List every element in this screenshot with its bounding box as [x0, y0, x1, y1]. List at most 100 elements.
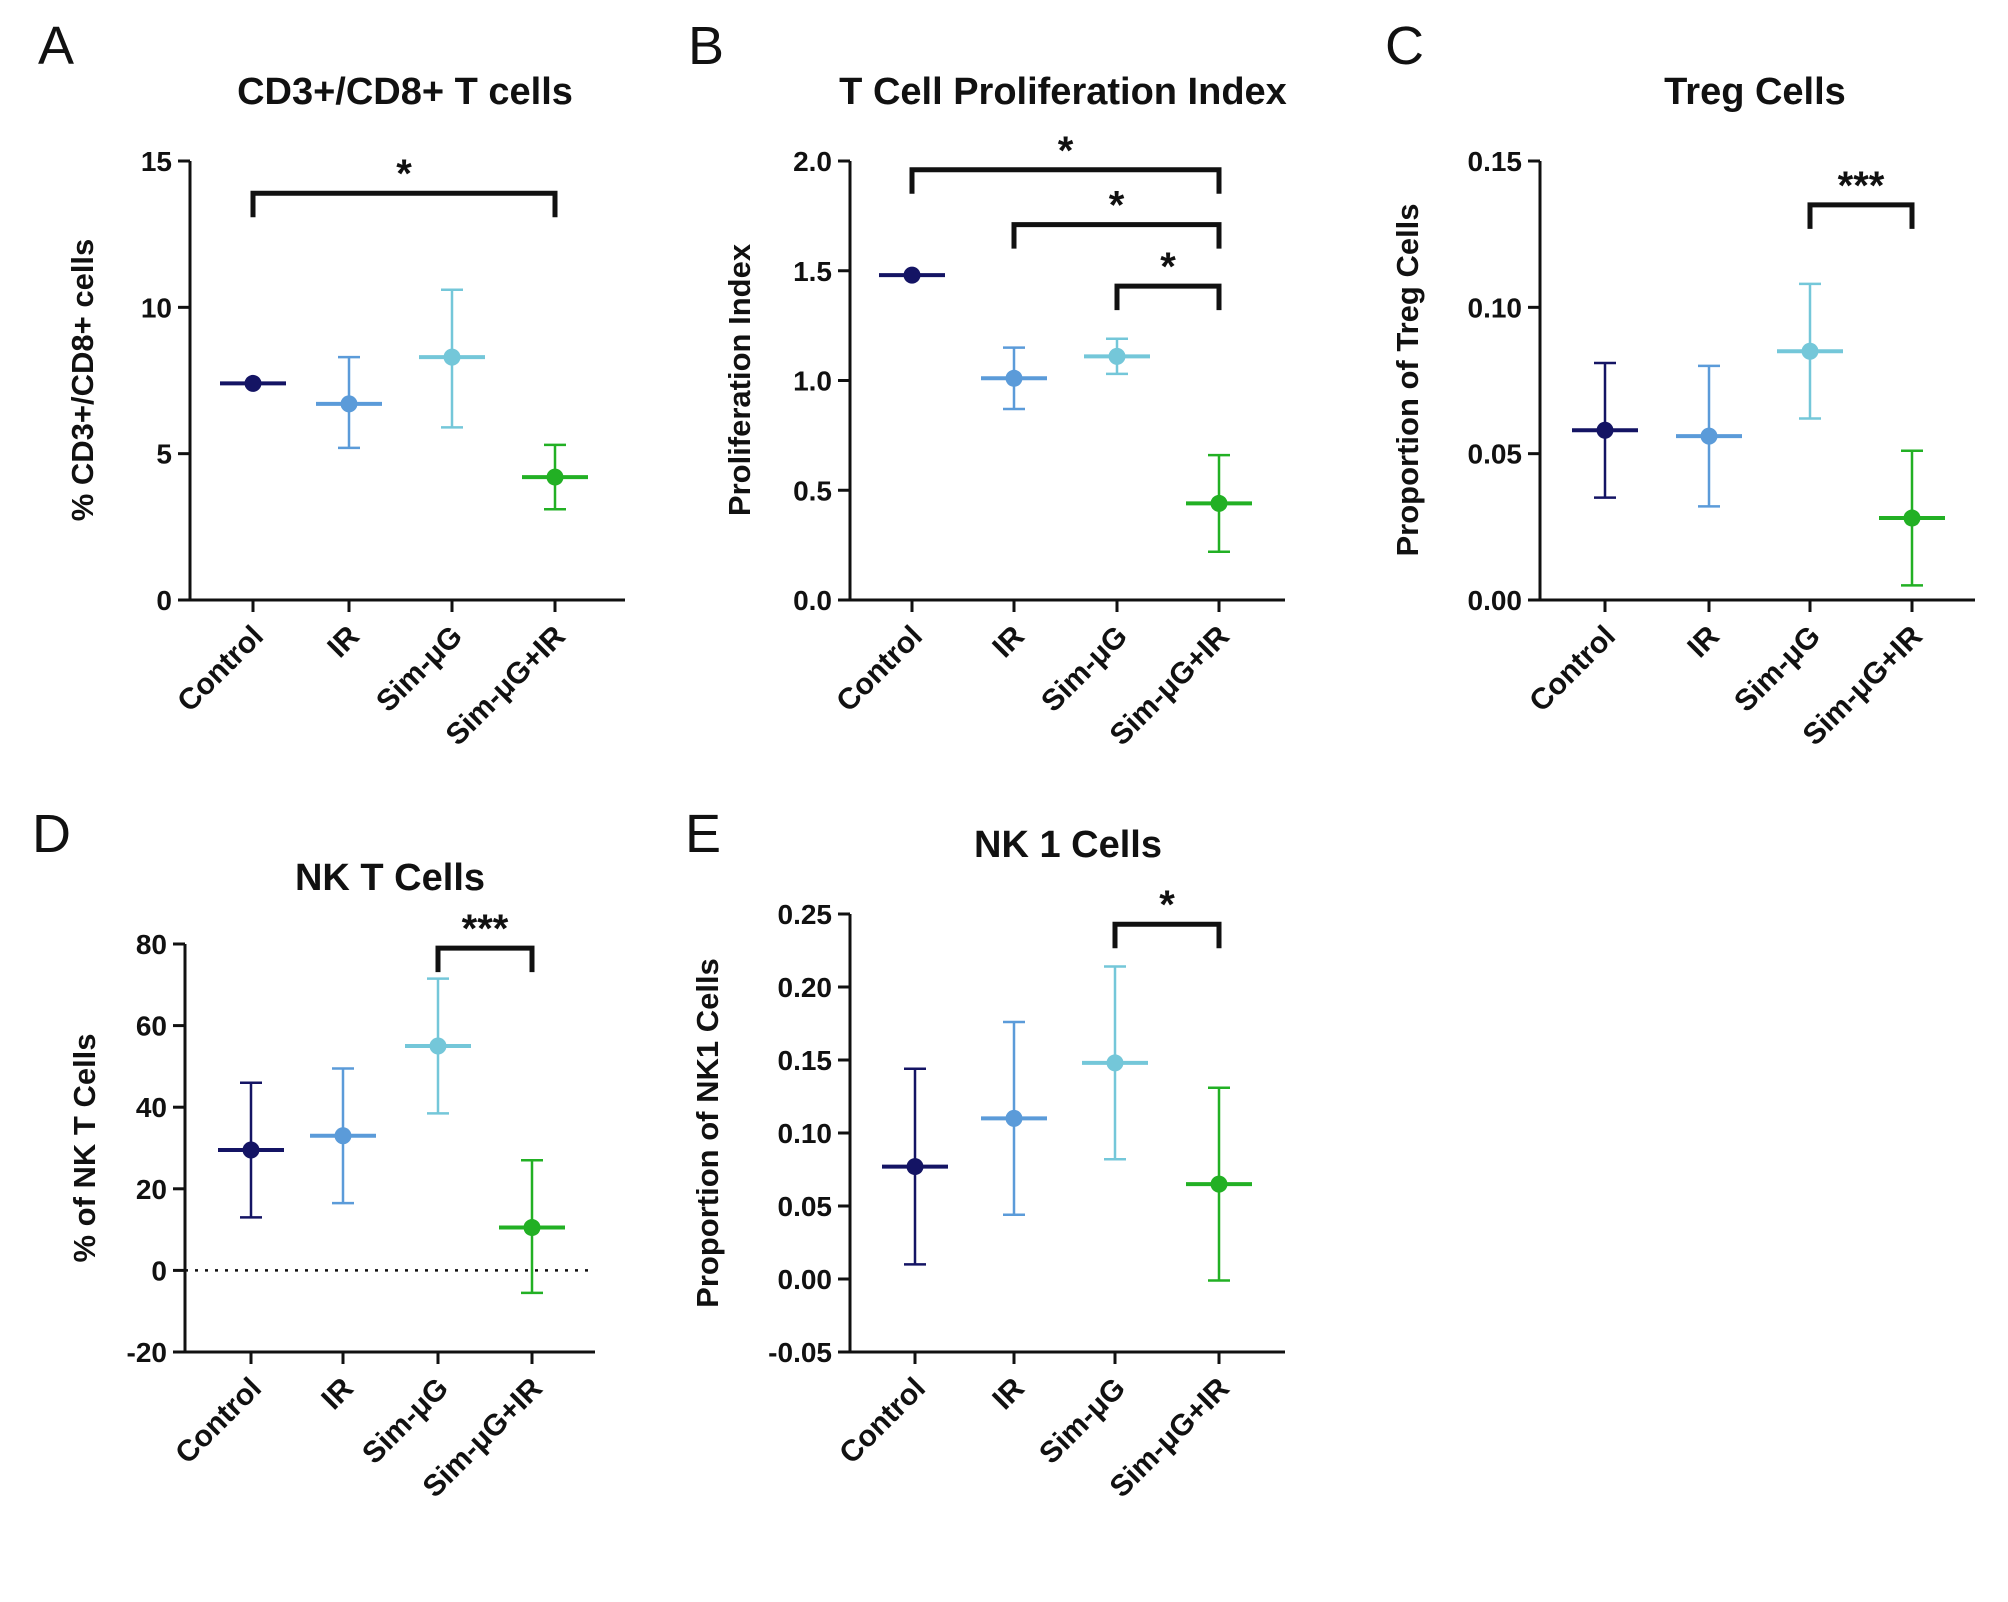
data-point-sim-g-ir [522, 443, 588, 511]
data-point-sim-g-ir [499, 1158, 565, 1295]
bracket-line [1112, 921, 1222, 949]
mean-marker [1801, 342, 1819, 360]
mean-marker [523, 1219, 541, 1237]
chart-title: Treg Cells [1664, 71, 1846, 113]
significance-bracket: * [1011, 184, 1222, 249]
y-tick-label: 80 [136, 929, 167, 960]
bracket-line [1114, 283, 1222, 311]
chart-title: NK T Cells [295, 857, 485, 899]
mean-marker [1106, 1054, 1124, 1072]
y-tick-label: 0 [151, 1255, 167, 1286]
y-tick-label: 1.0 [793, 366, 832, 397]
panel-letter: B [688, 16, 724, 76]
significance-label: * [1159, 883, 1175, 927]
y-tick-label: 0.00 [778, 1264, 833, 1295]
mean-marker [546, 468, 564, 486]
chart-title: NK 1 Cells [974, 824, 1162, 866]
bracket-line [435, 945, 535, 973]
significance-label: * [1109, 184, 1125, 228]
data-point-ir [981, 346, 1047, 411]
panel-letter: A [38, 16, 74, 76]
panel-letter: D [32, 804, 71, 864]
data-point-sim-g-ir [1186, 453, 1252, 553]
y-axis-label: Proportion of Treg Cells [1390, 203, 1425, 556]
mean-marker [443, 348, 461, 366]
y-tick-label: 0.00 [1468, 585, 1523, 616]
y-tick-label: 60 [136, 1011, 167, 1042]
data-point-sim-g-ir [1186, 1086, 1252, 1282]
significance-bracket: *** [435, 907, 535, 973]
data-point-sim-g [1084, 337, 1150, 376]
mean-marker [1903, 509, 1921, 527]
panel-letter: E [685, 804, 721, 864]
y-tick-label: 0.0 [793, 585, 832, 616]
mean-marker [1210, 1175, 1228, 1193]
mean-marker [1005, 1109, 1023, 1127]
y-tick-label: 0.5 [793, 475, 832, 506]
y-tick-label: 0.05 [1468, 439, 1523, 470]
panel-letter: C [1385, 16, 1424, 76]
mean-marker [340, 395, 358, 413]
mean-marker [1596, 421, 1614, 439]
y-tick-label: 0.10 [1468, 292, 1523, 323]
y-tick-label: 0.15 [778, 1045, 833, 1076]
bracket-line [909, 167, 1222, 194]
data-point-ir [981, 1020, 1047, 1217]
significance-label: * [1160, 245, 1176, 289]
data-point-control [220, 374, 286, 392]
y-tick-label: 1.5 [793, 256, 832, 287]
data-point-ir [316, 355, 382, 450]
mean-marker [429, 1037, 447, 1055]
mean-marker [1108, 347, 1126, 365]
mean-marker [1700, 427, 1718, 445]
bracket-line [250, 190, 558, 218]
y-tick-label: -0.05 [768, 1337, 832, 1368]
y-axis-label: Proportion of NK1 Cells [690, 958, 725, 1308]
significance-bracket: * [250, 152, 558, 218]
mean-marker [244, 374, 262, 392]
y-tick-label: 0.10 [778, 1118, 833, 1149]
y-tick-label: 0.15 [1468, 146, 1523, 177]
y-tick-label: 10 [141, 292, 172, 323]
y-tick-label: 40 [136, 1092, 167, 1123]
y-tick-label: 15 [141, 146, 172, 177]
data-point-sim-g [1777, 282, 1843, 420]
data-point-ir [1676, 364, 1742, 508]
data-point-sim-g [405, 977, 471, 1115]
chart-title: CD3+/CD8+ T cells [237, 71, 573, 113]
significance-label: *** [1838, 164, 1885, 208]
y-tick-label: 0.25 [778, 899, 833, 930]
chart-title: T Cell Proliferation Index [839, 71, 1287, 113]
significance-label: * [396, 152, 412, 196]
data-point-control [879, 266, 945, 284]
mean-marker [906, 1158, 924, 1176]
data-point-ir [310, 1067, 376, 1205]
data-point-sim-g [1082, 965, 1148, 1161]
significance-label: *** [462, 907, 509, 951]
significance-bracket: * [1114, 245, 1222, 311]
significance-bracket: * [1112, 883, 1222, 949]
data-point-control [1572, 361, 1638, 499]
mean-marker [1210, 494, 1228, 512]
mean-marker [334, 1127, 352, 1145]
y-tick-label: 2.0 [793, 146, 832, 177]
data-point-sim-g-ir [1879, 449, 1945, 587]
y-tick-label: -20 [127, 1337, 167, 1368]
y-tick-label: 0.05 [778, 1191, 833, 1222]
bracket-line [1807, 202, 1915, 229]
y-tick-label: 0 [156, 585, 172, 616]
significance-label: * [1058, 129, 1074, 173]
significance-bracket: * [909, 129, 1222, 194]
data-point-control [882, 1067, 948, 1266]
y-tick-label: 0.20 [778, 972, 833, 1003]
mean-marker [903, 266, 921, 284]
significance-bracket: *** [1807, 164, 1915, 229]
data-point-sim-g [419, 288, 485, 429]
mean-marker [242, 1141, 260, 1159]
y-axis-label: % CD3+/CD8+ cells [65, 239, 100, 522]
bracket-line [1011, 222, 1222, 249]
mean-marker [1005, 369, 1023, 387]
y-axis-label: Proliferation Index [722, 243, 757, 516]
y-tick-label: 20 [136, 1174, 167, 1205]
